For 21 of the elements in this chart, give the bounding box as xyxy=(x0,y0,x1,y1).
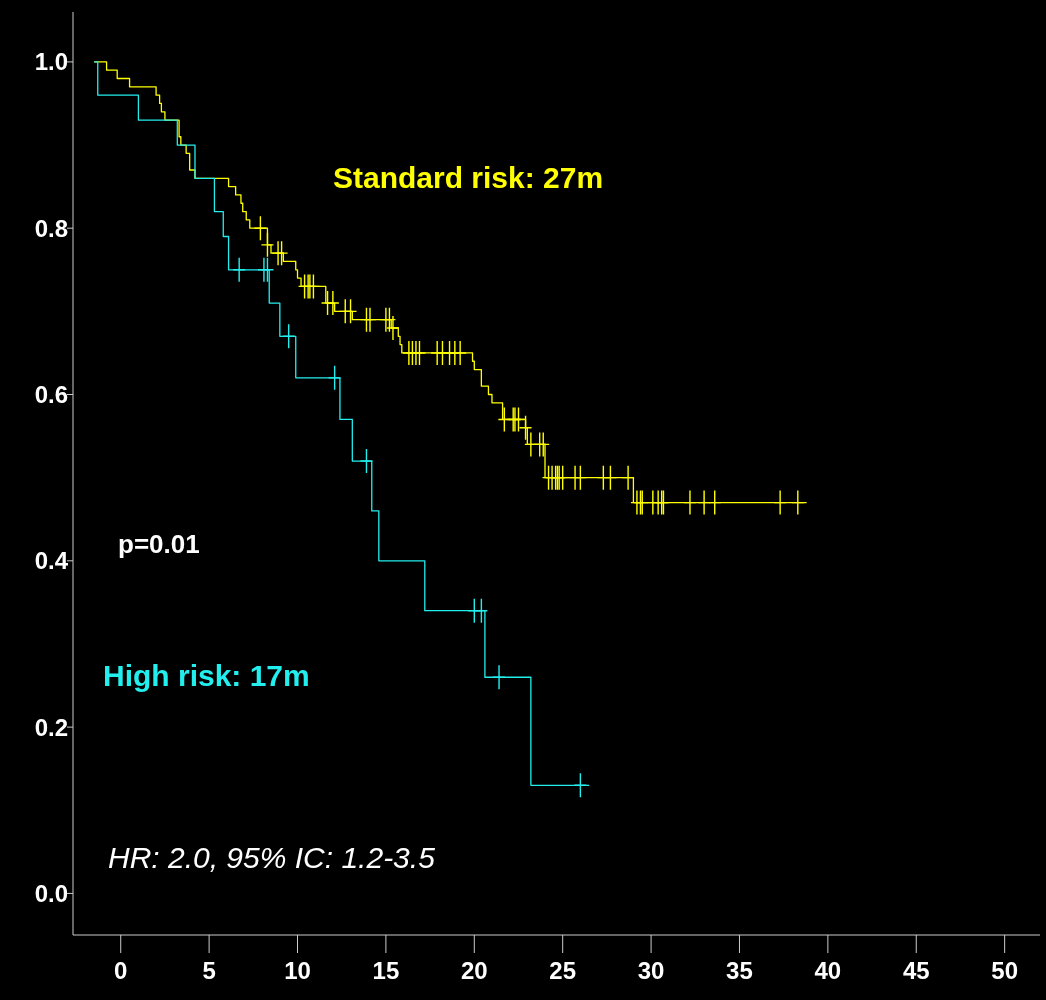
text: High risk: 17m xyxy=(103,659,310,692)
x-tick-label: 40 xyxy=(814,957,842,984)
x-tick-label: 15 xyxy=(372,957,400,984)
y-tick-label: 0.0 xyxy=(34,879,68,907)
x-tick-label: 0 xyxy=(114,957,128,984)
text: Standard risk: 27m xyxy=(333,161,604,194)
x-tick-label: 20 xyxy=(460,957,488,984)
x-tick-label: 10 xyxy=(284,957,311,984)
x-tick-label: 50 xyxy=(991,957,1018,984)
y-tick-label: 0.8 xyxy=(34,214,68,242)
x-tick-label: 5 xyxy=(202,957,216,984)
x-tick-label: 30 xyxy=(637,957,665,984)
x-tick-label: 45 xyxy=(902,957,930,984)
annotation: HR: 2.0, 95% IC: 1.2-3.5 xyxy=(108,841,436,874)
y-tick-label: 1.0 xyxy=(34,48,68,76)
y-tick-label: 0.2 xyxy=(34,713,68,741)
annotation: p=0.01 xyxy=(118,529,200,559)
x-tick-label: 25 xyxy=(549,957,577,984)
y-tick-label: 0.4 xyxy=(34,547,69,575)
y-tick-label: 0.6 xyxy=(34,380,68,408)
x-tick-label: 35 xyxy=(726,957,753,984)
